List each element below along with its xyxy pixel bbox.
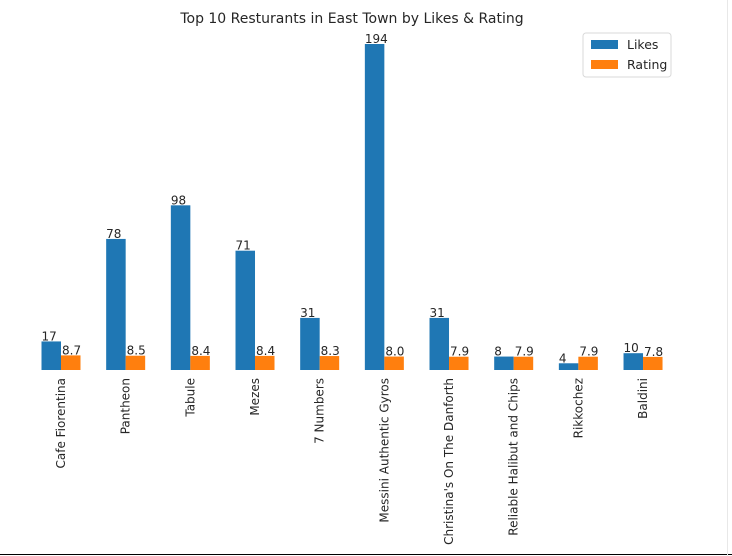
- bar-likes-rikkochez: [558, 363, 579, 370]
- x-tick-label-baldini: Baldini: [636, 378, 650, 419]
- bar-rating-baldini: [643, 356, 663, 370]
- data-label-rating-pantheon: 8.5: [127, 344, 146, 358]
- data-label-rating-7-numbers: 8.3: [321, 344, 340, 358]
- x-tick-label-tabule: Tabule: [183, 378, 197, 418]
- bar-likes-tabule: [170, 205, 191, 370]
- bar-labels-group: 17 8.7 78 8.5 98 8.4 71 8.4 31 8.3 194 8.0 31 7.9 8 7.9…: [42, 32, 664, 365]
- bar-likes-7-numbers: [300, 317, 320, 370]
- data-label-rating-tabule: 8.4: [191, 344, 210, 358]
- x-tick-label-pantheon: Pantheon: [119, 378, 133, 434]
- data-label-likes-reliable-halibut-and-chips: 8: [494, 345, 502, 359]
- chart-title: Top 10 Resturants in East Town by Likes …: [179, 11, 523, 27]
- bar-rating-messini-authentic-gyros: [384, 356, 404, 370]
- legend-swatch-likes: [591, 40, 618, 49]
- x-tick-label-cafe-fiorentina: Cafe Fiorentina: [54, 378, 68, 469]
- legend-swatch-rating: [591, 60, 618, 69]
- bars-group: [41, 44, 663, 370]
- bar-rating-pantheon: [125, 355, 146, 370]
- bar-likes-mezes: [235, 250, 256, 370]
- data-label-rating-reliable-halibut-and-chips: 7.9: [515, 345, 534, 359]
- x-tick-label-7-numbers: 7 Numbers: [313, 378, 327, 444]
- data-label-likes-christina-s-on-the-danforth: 31: [430, 306, 445, 320]
- x-tick-label-rikkochez: Rikkochez: [571, 378, 585, 438]
- data-label-likes-7-numbers: 31: [300, 306, 315, 320]
- x-tick-label-christina-s-on-the-danforth: Christina's On The Danforth: [442, 378, 456, 545]
- bar-rating-cafe-fiorentina: [61, 355, 81, 370]
- data-label-rating-christina-s-on-the-danforth: 7.9: [450, 345, 469, 359]
- data-label-likes-cafe-fiorentina: 17: [42, 329, 57, 343]
- bar-likes-reliable-halibut-and-chips: [494, 356, 514, 370]
- data-label-rating-mezes: 8.4: [256, 344, 275, 358]
- x-tick-label-mezes: Mezes: [248, 378, 262, 416]
- data-label-rating-baldini: 7.8: [644, 345, 663, 359]
- legend-label-likes: Likes: [627, 37, 658, 52]
- x-tick-label-messini-authentic-gyros: Messini Authentic Gyros: [377, 378, 391, 523]
- bar-rating-reliable-halibut-and-chips: [513, 356, 534, 370]
- bar-likes-messini-authentic-gyros: [364, 44, 385, 370]
- legend[interactable]: Likes Rating: [582, 32, 672, 78]
- data-label-likes-tabule: 98: [171, 193, 186, 207]
- bar-rating-christina-s-on-the-danforth: [449, 356, 469, 370]
- x-tick-label-reliable-halibut-and-chips: Reliable Halibut and Chips: [507, 378, 521, 536]
- bar-rating-mezes: [255, 355, 275, 370]
- bar-rating-rikkochez: [578, 356, 598, 370]
- bar-likes-pantheon: [106, 238, 126, 370]
- bar-likes-christina-s-on-the-danforth: [429, 317, 450, 370]
- data-label-rating-cafe-fiorentina: 8.7: [62, 343, 81, 357]
- bar-rating-7-numbers: [319, 356, 340, 370]
- bar-likes-cafe-fiorentina: [41, 341, 61, 370]
- data-label-rating-rikkochez: 7.9: [579, 345, 598, 359]
- x-tick-labels: Cafe Fiorentina Pantheon Tabule Mezes 7 Numb…: [54, 378, 650, 545]
- data-label-likes-baldini: 10: [624, 341, 639, 355]
- legend-label-rating: Rating: [627, 57, 667, 72]
- data-label-likes-rikkochez: 4: [559, 351, 567, 365]
- data-label-likes-mezes: 71: [236, 239, 251, 253]
- data-label-rating-messini-authentic-gyros: 8.0: [385, 345, 404, 359]
- bar-rating-tabule: [190, 355, 210, 370]
- bar-likes-baldini: [623, 353, 644, 370]
- data-label-likes-messini-authentic-gyros: 194: [365, 32, 388, 46]
- data-label-likes-pantheon: 78: [106, 227, 121, 241]
